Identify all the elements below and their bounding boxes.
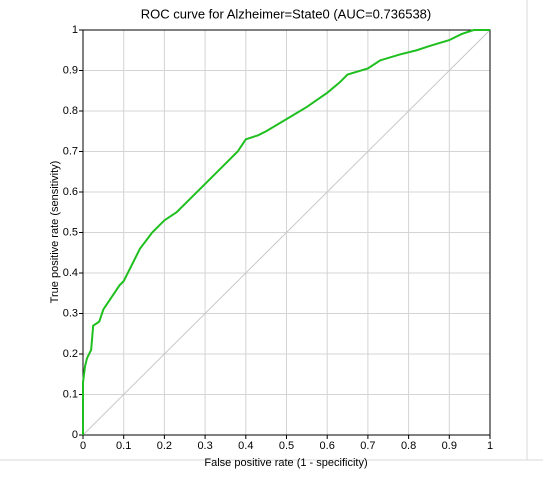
chart-title: ROC curve for Alzheimer=State0 (AUC=0.73… xyxy=(141,6,431,21)
x-tick-label: 0.2 xyxy=(157,440,172,452)
y-tick-label: 0.2 xyxy=(63,348,78,360)
reference-diagonal xyxy=(82,29,491,436)
x-tick-label: 0.4 xyxy=(238,440,253,452)
x-tick-label: 0.3 xyxy=(197,440,212,452)
y-tick-label: 0.3 xyxy=(63,307,78,319)
y-tick-label: 1 xyxy=(72,24,78,36)
y-tick-label: 0 xyxy=(72,429,78,441)
x-tick-label: 0.9 xyxy=(442,440,457,452)
y-tick-label: 0.5 xyxy=(63,226,78,238)
x-tick-label: 0.7 xyxy=(360,440,375,452)
x-tick-label: 0.8 xyxy=(401,440,416,452)
y-tick-label: 0.8 xyxy=(63,105,78,117)
x-tick-label: 0.5 xyxy=(279,440,294,452)
x-tick-label: 0 xyxy=(80,440,86,452)
roc-curve xyxy=(82,29,490,435)
y-tick-label: 0.4 xyxy=(63,267,78,279)
plot-border xyxy=(82,29,491,436)
y-axis-label: True positive rate (sensitivity) xyxy=(49,161,61,304)
y-tick-label: 0.7 xyxy=(63,145,78,157)
x-tick-label: 0.1 xyxy=(116,440,131,452)
x-tick-label: 0.6 xyxy=(320,440,335,452)
y-tick-label: 0.6 xyxy=(63,186,78,198)
x-axis-label: False positive rate (1 - specificity) xyxy=(204,457,367,469)
x-tick-label: 1 xyxy=(487,440,493,452)
y-tick-label: 0.9 xyxy=(63,64,78,76)
y-tick-label: 0.1 xyxy=(63,388,78,400)
